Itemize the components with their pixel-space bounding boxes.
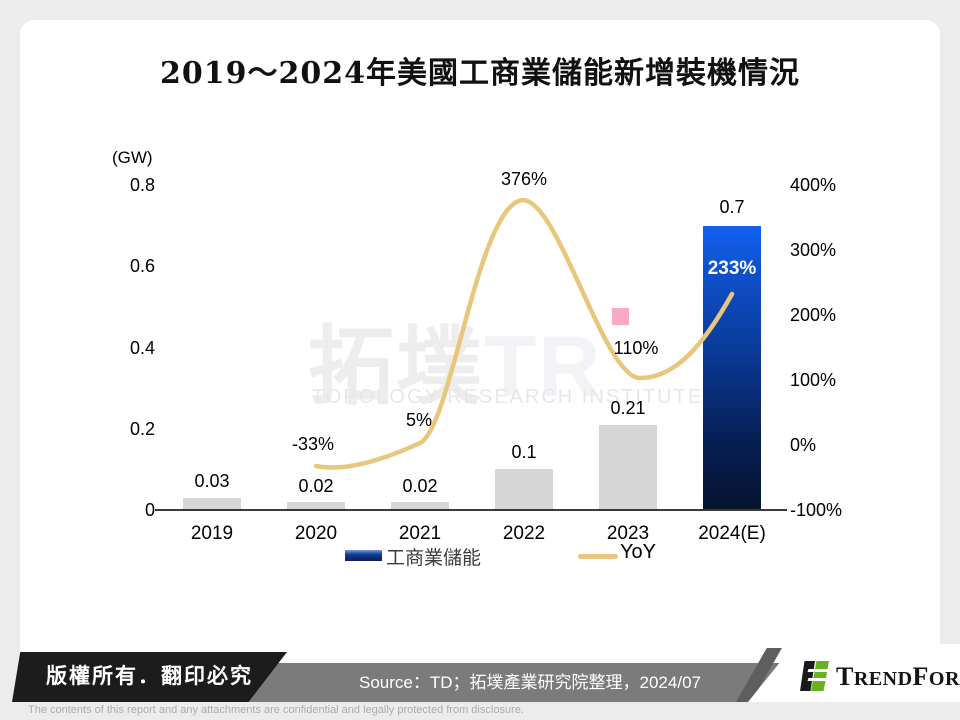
bar-2020 (287, 502, 345, 510)
bar-value-2019: 0.03 (194, 471, 230, 491)
bar-value-2021: 0.02 (402, 476, 438, 496)
legend-bar-label: 工商業儲能 (386, 548, 482, 569)
right-tick-100: 100% (790, 370, 837, 390)
disclaimer-text: The contents of this report and any atta… (28, 704, 524, 716)
right-tick-400: 400% (790, 175, 837, 195)
trendforce-wordmark: TRENDFORCE (836, 662, 960, 691)
right-tick-300: 300% (790, 240, 837, 260)
yoy-label-2022: 376% (500, 169, 548, 189)
left-tick-0.6: 0.6 (129, 256, 155, 276)
left-tick-0.8: 0.8 (129, 175, 155, 195)
trendforce-icon (800, 661, 831, 691)
bar-2021 (391, 502, 449, 510)
chart-title: 2019～2024年美國工商業儲能新增裝機情況 (160, 56, 800, 91)
left-tick-0.2: 0.2 (129, 419, 155, 439)
legend-line-swatch (578, 554, 618, 559)
right-tick-neg100: -100% (790, 500, 843, 520)
yoy-label-2021: 5% (405, 410, 432, 430)
bar-2019 (183, 498, 241, 510)
bar-2022 (495, 469, 553, 510)
x-axis-line (155, 509, 787, 511)
bar-value-2024: 0.7 (719, 197, 745, 217)
yoy-label-2023: 110% (613, 338, 659, 358)
bar-2023 (599, 425, 657, 510)
cat-2024: 2024(E) (698, 523, 766, 544)
trendforce-logo: TRENDFORCE (800, 660, 960, 694)
legend-line-label: YoY (620, 541, 656, 563)
bar-value-2022: 0.1 (511, 442, 537, 462)
cat-2021: 2021 (398, 523, 442, 544)
left-tick-0.4: 0.4 (129, 338, 155, 358)
left-axis-title: (GW) (112, 148, 153, 167)
bar-value-2023: 0.21 (610, 398, 646, 418)
cat-2020: 2020 (294, 523, 338, 544)
yoy-label-2020: -33% (291, 434, 335, 454)
pink-square-marker (612, 308, 629, 325)
left-tick-0: 0 (144, 500, 155, 520)
copyright-ribbon: 版權所有．翻印必究 (12, 652, 287, 702)
cat-2022: 2022 (502, 523, 546, 544)
cat-2019: 2019 (190, 523, 234, 544)
bar-value-2020: 0.02 (298, 476, 334, 496)
right-tick-0: 0% (790, 435, 817, 455)
right-tick-200: 200% (790, 305, 837, 325)
legend-bar-swatch (345, 550, 382, 561)
yoy-label-2024: 233% (707, 258, 757, 279)
cat-2023: 2023 (606, 523, 650, 544)
